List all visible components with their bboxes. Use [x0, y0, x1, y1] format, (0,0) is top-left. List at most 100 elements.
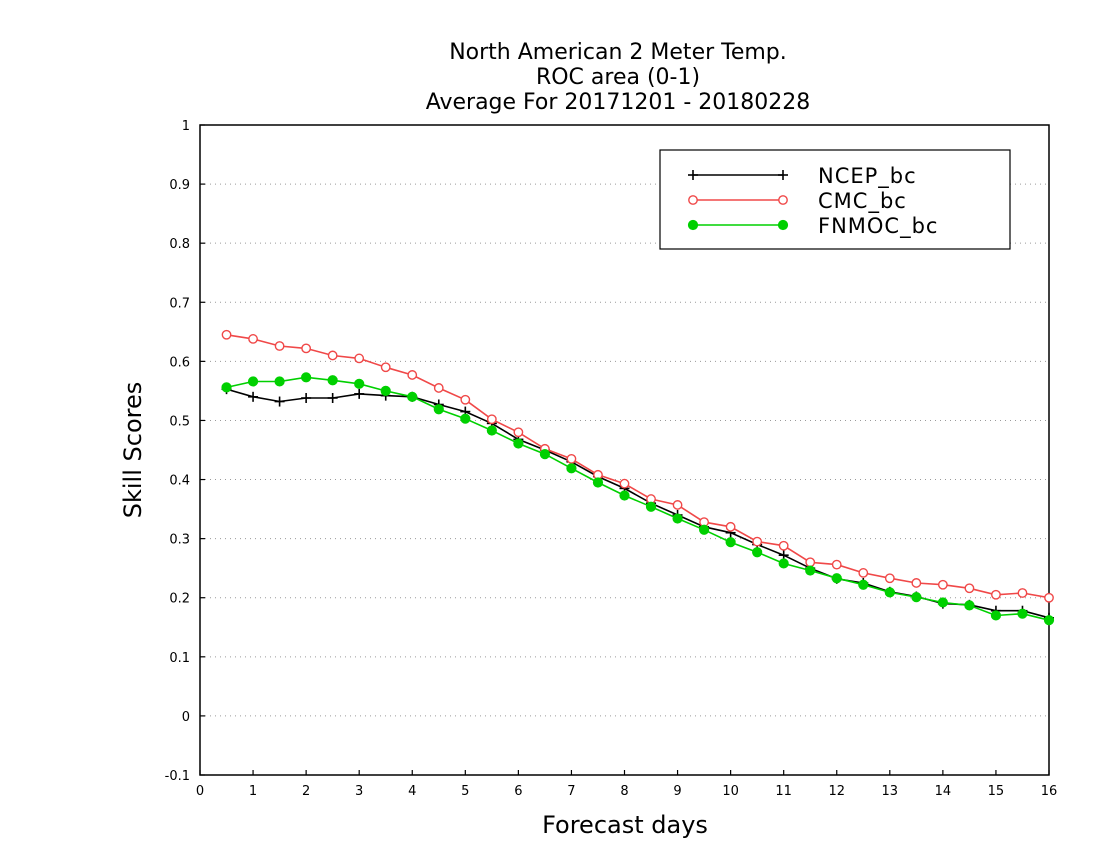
x-axis-label: Forecast days: [542, 811, 708, 839]
data-point: [460, 413, 471, 424]
series-line: [226, 334, 1050, 599]
legend-marker: [687, 219, 699, 231]
data-point: [354, 353, 365, 364]
x-axis: 0 1 2 3 4 5 6 7 8 9 10 11 12 13 14 15 16: [196, 770, 1057, 799]
data-point: [1017, 588, 1028, 598]
title-line: ROC area (0-1): [536, 65, 700, 90]
data-point: [407, 370, 418, 380]
data-point: [805, 565, 816, 576]
x-tick-label: 7: [567, 784, 575, 799]
legend-marker: [688, 195, 698, 205]
data-point: [327, 375, 338, 386]
x-tick-label: 15: [988, 784, 1005, 799]
legend-item: CMC_bc: [688, 189, 907, 214]
series-FNMOC_bc: [221, 372, 1055, 626]
y-tick-label: 0.1: [169, 651, 190, 666]
x-tick-label: 0: [196, 784, 204, 799]
chart-title: North American 2 Meter Temp.ROC area (0-…: [426, 40, 811, 115]
data-point: [645, 501, 657, 512]
y-tick-label: 1: [182, 119, 190, 134]
legend-marker: [778, 195, 788, 205]
data-point: [248, 334, 258, 344]
data-point: [805, 557, 816, 568]
x-tick-label: 12: [828, 784, 845, 799]
data-point: [354, 378, 365, 389]
y-tick-label: 0: [182, 710, 190, 725]
y-axis: -0.1 0 0.1 0.2 0.3 0.4 0.5 0.6 0.7 0.8 0.9 1: [165, 119, 205, 784]
data-point: [858, 568, 869, 578]
data-point: [274, 396, 285, 407]
data-point: [725, 537, 736, 548]
y-tick-label: 0.9: [169, 178, 190, 193]
data-point: [990, 610, 1002, 621]
data-point: [380, 385, 391, 397]
legend-label: NCEP_bc: [818, 164, 917, 189]
data-point: [937, 597, 948, 608]
data-point: [301, 393, 312, 403]
data-point: [1017, 608, 1028, 619]
data-point: [752, 536, 763, 547]
data-point: [592, 477, 604, 488]
series-CMC_bc: [221, 329, 1054, 603]
x-tick-label: 14: [935, 784, 952, 799]
data-point: [964, 583, 975, 594]
data-point: [937, 579, 948, 590]
y-tick-label: 0.8: [169, 237, 190, 252]
y-tick-label: 0.5: [169, 414, 190, 429]
x-tick-label: 2: [302, 784, 310, 799]
y-tick-label: 0.3: [169, 533, 190, 548]
x-tick-label: 16: [1041, 784, 1058, 799]
data-point: [619, 490, 630, 501]
grid: [200, 183, 1049, 717]
legend-item: FNMOC_bc: [687, 214, 938, 239]
x-tick-label: 8: [620, 784, 628, 799]
y-tick-label: 0.6: [169, 355, 190, 370]
x-tick-label: 4: [408, 784, 416, 799]
data-point: [778, 540, 789, 551]
y-tick-label: 0.7: [169, 296, 190, 311]
data-point: [778, 558, 789, 569]
data-point: [486, 425, 497, 436]
data-point: [301, 343, 312, 354]
data-point: [1044, 592, 1054, 603]
data-point: [884, 573, 895, 584]
data-point: [407, 391, 418, 402]
data-point: [274, 376, 285, 387]
data-point: [566, 453, 577, 464]
legend-label: CMC_bc: [818, 189, 907, 214]
legend-marker: [778, 170, 788, 180]
data-point: [964, 600, 975, 611]
title-line: Average For 20171201 - 20180228: [426, 90, 811, 115]
legend-item: NCEP_bc: [688, 164, 917, 189]
data-point: [725, 521, 736, 532]
data-point: [248, 391, 259, 402]
data-point: [460, 394, 471, 405]
data-point: [221, 329, 232, 340]
data-point: [486, 414, 497, 425]
legend-marker: [688, 170, 698, 180]
series-layer: [221, 329, 1055, 626]
data-point: [327, 350, 338, 361]
x-tick-label: 5: [461, 784, 469, 799]
data-point: [884, 587, 895, 598]
x-tick-label: 10: [722, 784, 739, 799]
y-axis-label: Skill Scores: [119, 382, 147, 519]
x-tick-label: 1: [249, 784, 257, 799]
x-tick-label: 9: [673, 784, 681, 799]
y-tick-label: 0.2: [169, 592, 190, 607]
x-tick-label: 6: [514, 784, 522, 799]
data-point: [274, 341, 285, 351]
data-point: [858, 579, 869, 590]
x-tick-label: 11: [775, 784, 792, 799]
data-point: [513, 438, 524, 449]
data-point: [911, 578, 922, 588]
x-tick-label: 13: [882, 784, 899, 799]
data-point: [1043, 615, 1055, 626]
data-point: [911, 592, 922, 603]
data-point: [301, 372, 312, 383]
legend-label: FNMOC_bc: [818, 214, 938, 239]
data-point: [672, 500, 683, 510]
data-point: [698, 524, 710, 535]
